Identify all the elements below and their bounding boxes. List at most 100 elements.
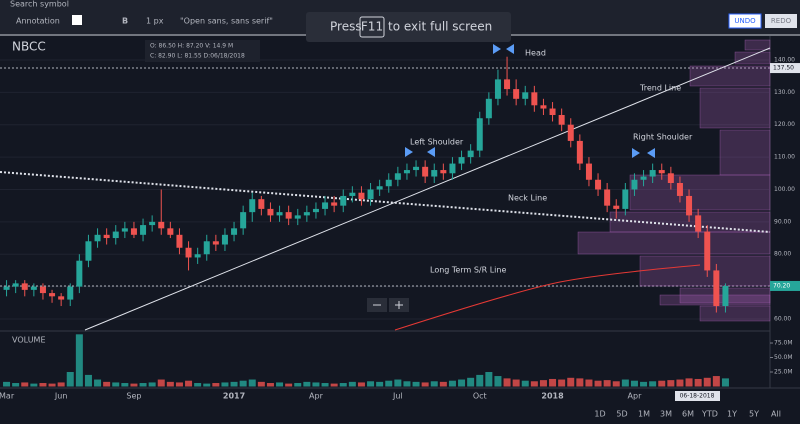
volume-bar	[130, 383, 138, 387]
candle-body	[49, 293, 56, 297]
candle-body	[576, 140, 583, 164]
undo-button[interactable]	[728, 13, 762, 29]
annotation-tool[interactable]: Annotation	[16, 17, 60, 26]
volume-bar	[357, 382, 365, 387]
volume-bar	[412, 381, 420, 387]
candle-body	[413, 166, 420, 171]
volume-bar	[57, 382, 65, 387]
volume-bar	[166, 381, 174, 387]
candle-body	[185, 247, 192, 258]
candle-body	[376, 186, 383, 190]
volume-bar	[266, 383, 274, 387]
candle-body	[103, 234, 110, 239]
candle-body	[713, 270, 720, 307]
candle-body	[494, 79, 501, 99]
annotation: Neck Line	[508, 194, 547, 203]
range-button[interactable]: 1M	[638, 410, 650, 419]
volume-bar	[512, 379, 520, 387]
x-tick-label: Oct	[473, 392, 487, 401]
volume-bar	[3, 381, 11, 387]
redo-button[interactable]	[765, 14, 797, 28]
volume-bar	[239, 380, 247, 387]
volume-bar	[576, 378, 584, 387]
range-button[interactable]: 3M	[660, 410, 672, 419]
volume-bar	[503, 378, 511, 387]
candle-body	[403, 170, 410, 174]
volume-bar	[203, 383, 211, 387]
range-button[interactable]: 1Y	[727, 410, 737, 419]
annotation: Left Shoulder	[410, 138, 464, 147]
width-select[interactable]: 1 px	[146, 17, 164, 26]
candle-body	[140, 225, 147, 235]
volume-bar	[448, 380, 456, 387]
candle-body	[240, 212, 247, 229]
volume-bar	[476, 374, 484, 387]
candle-body	[722, 285, 729, 307]
candle-body	[231, 228, 238, 235]
candle-body	[221, 234, 228, 245]
range-button[interactable]: 1D	[594, 410, 605, 419]
volume-tick-label: 75.0M	[774, 340, 793, 347]
candle-body	[194, 254, 201, 258]
x-tick-label: Jun	[54, 392, 68, 401]
candle-body	[458, 157, 465, 164]
candle-body	[676, 183, 683, 196]
range-button[interactable]: 6M	[682, 410, 694, 419]
candle-body	[604, 189, 611, 206]
volume-bar	[530, 381, 538, 387]
candle-body	[695, 215, 702, 232]
candle-body	[385, 179, 392, 187]
volume-bar	[521, 380, 529, 387]
volume-bar	[94, 379, 102, 387]
candle-body	[640, 176, 647, 180]
range-button[interactable]: 5Y	[749, 410, 759, 419]
candle-body	[212, 241, 219, 245]
volume-bar	[658, 380, 666, 387]
color-swatch[interactable]	[72, 15, 82, 25]
volume-bar	[84, 374, 92, 387]
range-button[interactable]: YTD	[701, 410, 718, 419]
range-button[interactable]: All	[771, 410, 781, 419]
volume-bar	[75, 334, 83, 387]
volume-bar	[248, 379, 256, 387]
font-select[interactable]: "Open sans, sans serif"	[180, 17, 273, 26]
volume-bar	[175, 382, 183, 387]
volume-bar	[321, 383, 329, 387]
candle-body	[667, 173, 674, 183]
volume-bar	[694, 378, 702, 387]
candle-body	[76, 260, 83, 287]
candle-body	[258, 199, 265, 209]
y-tick-label: 90.00	[774, 218, 791, 225]
bold-button[interactable]: B	[122, 17, 128, 26]
candle-body	[613, 205, 620, 209]
candle-body	[476, 118, 483, 151]
volume-bar	[330, 383, 338, 387]
volume-bar	[467, 377, 475, 387]
volume-bar	[712, 376, 720, 387]
search[interactable]: Search symbol	[10, 0, 69, 9]
candle-body	[585, 163, 592, 180]
volume-bar	[394, 379, 402, 387]
candle-body	[30, 286, 37, 290]
candle-body	[658, 170, 665, 174]
zoom-in-icon	[395, 301, 403, 309]
candle-body	[249, 199, 256, 213]
candle-body	[149, 221, 156, 226]
candle-body	[485, 98, 492, 119]
volume-bar	[612, 381, 620, 387]
volume-bar	[385, 380, 393, 387]
candle-body	[558, 115, 565, 125]
candle-body	[12, 283, 19, 287]
candle-body	[467, 150, 474, 158]
price-tag-label: 70.20	[773, 282, 790, 289]
volume-bar	[230, 381, 238, 387]
candle-body	[121, 228, 128, 232]
volume-bar	[194, 383, 202, 387]
volume-bar	[185, 380, 193, 387]
volume-bar	[339, 383, 347, 387]
range-button[interactable]: 5D	[616, 410, 627, 419]
y-tick-label: 130.00	[774, 89, 795, 96]
volume-bar	[66, 372, 74, 387]
candle-body	[431, 170, 438, 177]
y-tick-label: 120.00	[774, 121, 795, 128]
